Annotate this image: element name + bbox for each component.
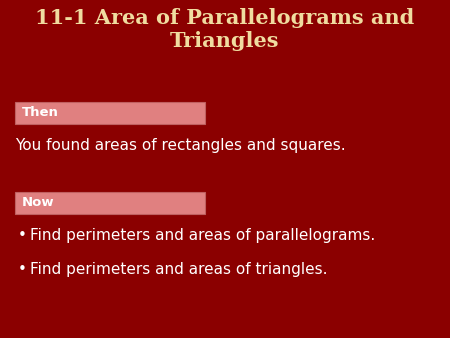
FancyBboxPatch shape — [15, 192, 205, 214]
FancyBboxPatch shape — [15, 102, 205, 124]
Text: •: • — [18, 262, 27, 277]
Text: Find perimeters and areas of parallelograms.: Find perimeters and areas of parallelogr… — [30, 228, 375, 243]
Text: •: • — [18, 228, 27, 243]
Text: 11-1 Area of Parallelograms and
Triangles: 11-1 Area of Parallelograms and Triangle… — [36, 8, 414, 51]
Text: You found areas of rectangles and squares.: You found areas of rectangles and square… — [15, 138, 346, 153]
Text: Then: Then — [22, 106, 59, 120]
Text: Find perimeters and areas of triangles.: Find perimeters and areas of triangles. — [30, 262, 328, 277]
Text: Now: Now — [22, 196, 54, 210]
